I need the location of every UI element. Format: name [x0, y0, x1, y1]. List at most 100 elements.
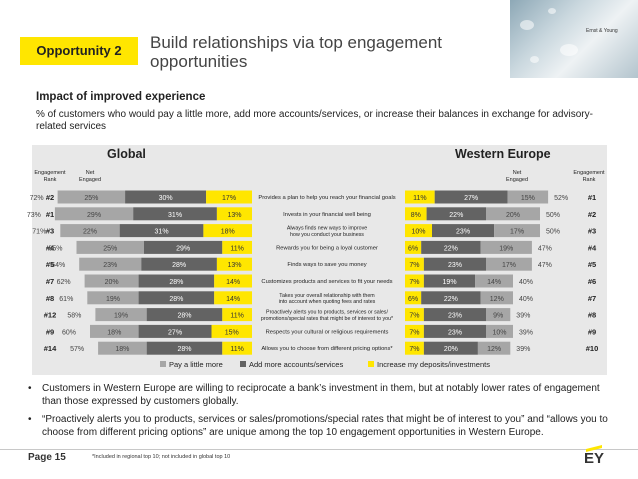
bar-we-increase	[405, 291, 422, 305]
bar-we-increase	[405, 190, 435, 204]
left-rank-label: #4	[46, 243, 55, 252]
bar-global-pay-label: 22%	[83, 229, 97, 236]
bar-global-add-label: 28%	[177, 346, 191, 353]
bar-we-increase	[405, 240, 422, 254]
category-label: Takes your overall relationship with the…	[279, 293, 376, 305]
bar-global-increase	[216, 207, 252, 221]
bullet-dot-icon: •	[28, 383, 32, 394]
bar-we-add-label: 19%	[443, 279, 457, 286]
bar-global-pay-label: 18%	[107, 329, 121, 336]
category-label: Customizes products and services to fit …	[261, 279, 392, 285]
bar-global-pay	[54, 207, 134, 221]
bar-we-increase	[405, 341, 424, 355]
bar-global-increase-label: 13%	[227, 212, 241, 219]
bar-we-pay-label: 9%	[493, 313, 503, 320]
opportunity-badge: Opportunity 2	[20, 37, 138, 65]
bar-we-pay	[475, 274, 513, 288]
bar-we-increase-label: 7%	[409, 313, 419, 320]
bar-global-increase	[216, 257, 252, 271]
bar-we-add	[423, 257, 486, 271]
right-rank-label: #4	[588, 243, 597, 252]
bar-we-increase	[405, 324, 424, 338]
brand-logo-text: Ernst & Young	[586, 28, 618, 34]
category-label: Rewards you for being a loyal customer	[276, 245, 378, 251]
bar-we-add	[426, 207, 486, 221]
right-rank-label: #8	[588, 311, 596, 320]
left-net-label: 58%	[67, 313, 81, 320]
right-net-label: 52%	[554, 195, 568, 202]
bar-global-pay	[84, 274, 139, 288]
bar-we-add	[421, 240, 481, 254]
bar-we-pay-label: 14%	[487, 279, 501, 286]
right-rank-label: #1	[588, 193, 596, 202]
bar-we-add-label: 23%	[448, 329, 462, 336]
bar-global-add	[138, 291, 215, 305]
bar-global-increase-label: 11%	[230, 245, 244, 252]
category-label: Allows you to choose from different pric…	[261, 346, 393, 352]
bar-global-pay	[76, 240, 144, 254]
legend-pay-label: Pay a little more	[169, 360, 223, 369]
left-rank-label: #12	[44, 311, 57, 320]
insight-bullet: • “Proactively alerts you to products, s…	[28, 413, 618, 439]
bar-global-increase	[214, 291, 252, 305]
bar-we-pay	[486, 257, 532, 271]
category-label: Always finds new ways to improve how you …	[287, 226, 367, 238]
bar-we-increase-label: 7%	[409, 329, 419, 336]
bar-global-add	[141, 257, 217, 271]
bar-we-increase-label: 8%	[411, 212, 421, 219]
bar-we-add	[423, 341, 478, 355]
bar-we-add	[421, 291, 481, 305]
bar-global-increase	[211, 324, 252, 338]
chart-description: % of customers who would pay a little mo…	[36, 109, 593, 132]
bar-global-add-label: 27%	[168, 329, 182, 336]
group-title-global: Global	[107, 147, 146, 161]
insight-bullet: • Customers in Western Europe are willin…	[28, 382, 618, 408]
left-rank-label: #9	[46, 327, 54, 336]
bar-global-add-label: 28%	[177, 313, 191, 320]
right-rank-label: #6	[588, 277, 596, 286]
bar-we-increase-label: 6%	[408, 245, 418, 252]
bar-we-add	[432, 224, 495, 238]
bullet-dot-icon: •	[28, 414, 32, 425]
header-right-engagement-rank: Engagement Rank	[573, 170, 605, 183]
header-left-net-engaged: Net Engaged	[79, 170, 101, 183]
bar-global-increase-label: 14%	[226, 296, 240, 303]
category-label: Proactively alerts you to products, serv…	[261, 310, 393, 322]
bar-global-add-label: 28%	[169, 296, 183, 303]
right-net-label: 39%	[516, 313, 530, 320]
bar-global-add	[119, 224, 204, 238]
category-label: Invests in your financial well being	[283, 212, 371, 218]
right-rank-label: #3	[588, 227, 596, 236]
bar-global-pay	[90, 324, 139, 338]
left-rank-label: #7	[46, 277, 54, 286]
bar-global-increase-label: 11%	[230, 313, 244, 320]
bar-global-increase-label: 18%	[221, 229, 235, 236]
left-rank-label: #1	[46, 210, 54, 219]
bar-global-pay	[95, 308, 147, 322]
group-title-western-europe: Western Europe	[455, 147, 551, 161]
bar-global-pay-label: 18%	[115, 346, 129, 353]
bar-global-add	[144, 240, 223, 254]
bar-global-add	[138, 274, 215, 288]
bar-we-pay	[480, 240, 532, 254]
bar-global-add-label: 29%	[176, 245, 190, 252]
bar-we-increase-label: 7%	[409, 346, 419, 353]
insight-text: Customers in Western Europe are willing …	[42, 383, 600, 407]
bar-we-add-label: 23%	[448, 262, 462, 269]
bar-global-increase	[214, 274, 252, 288]
bar-we-increase-label: 11%	[413, 195, 427, 202]
bar-we-increase-label: 7%	[409, 279, 419, 286]
header-left-engagement-rank: Engagement Rank	[34, 170, 66, 183]
right-net-label: 47%	[538, 245, 552, 252]
footnote: *Included in regional top 10; not includ…	[92, 454, 231, 460]
bar-we-increase	[405, 224, 432, 238]
right-rank-label: #7	[588, 294, 596, 303]
page-title: Build relationships via top engagement o…	[150, 33, 443, 71]
bar-global-increase-label: 14%	[226, 279, 240, 286]
bar-we-pay-label: 17%	[510, 229, 524, 236]
footer-divider	[0, 449, 638, 450]
bar-global-increase-label: 17%	[222, 195, 236, 202]
bar-we-pay	[507, 190, 549, 204]
bar-we-increase	[405, 257, 424, 271]
left-rank-label: #14	[44, 344, 57, 353]
